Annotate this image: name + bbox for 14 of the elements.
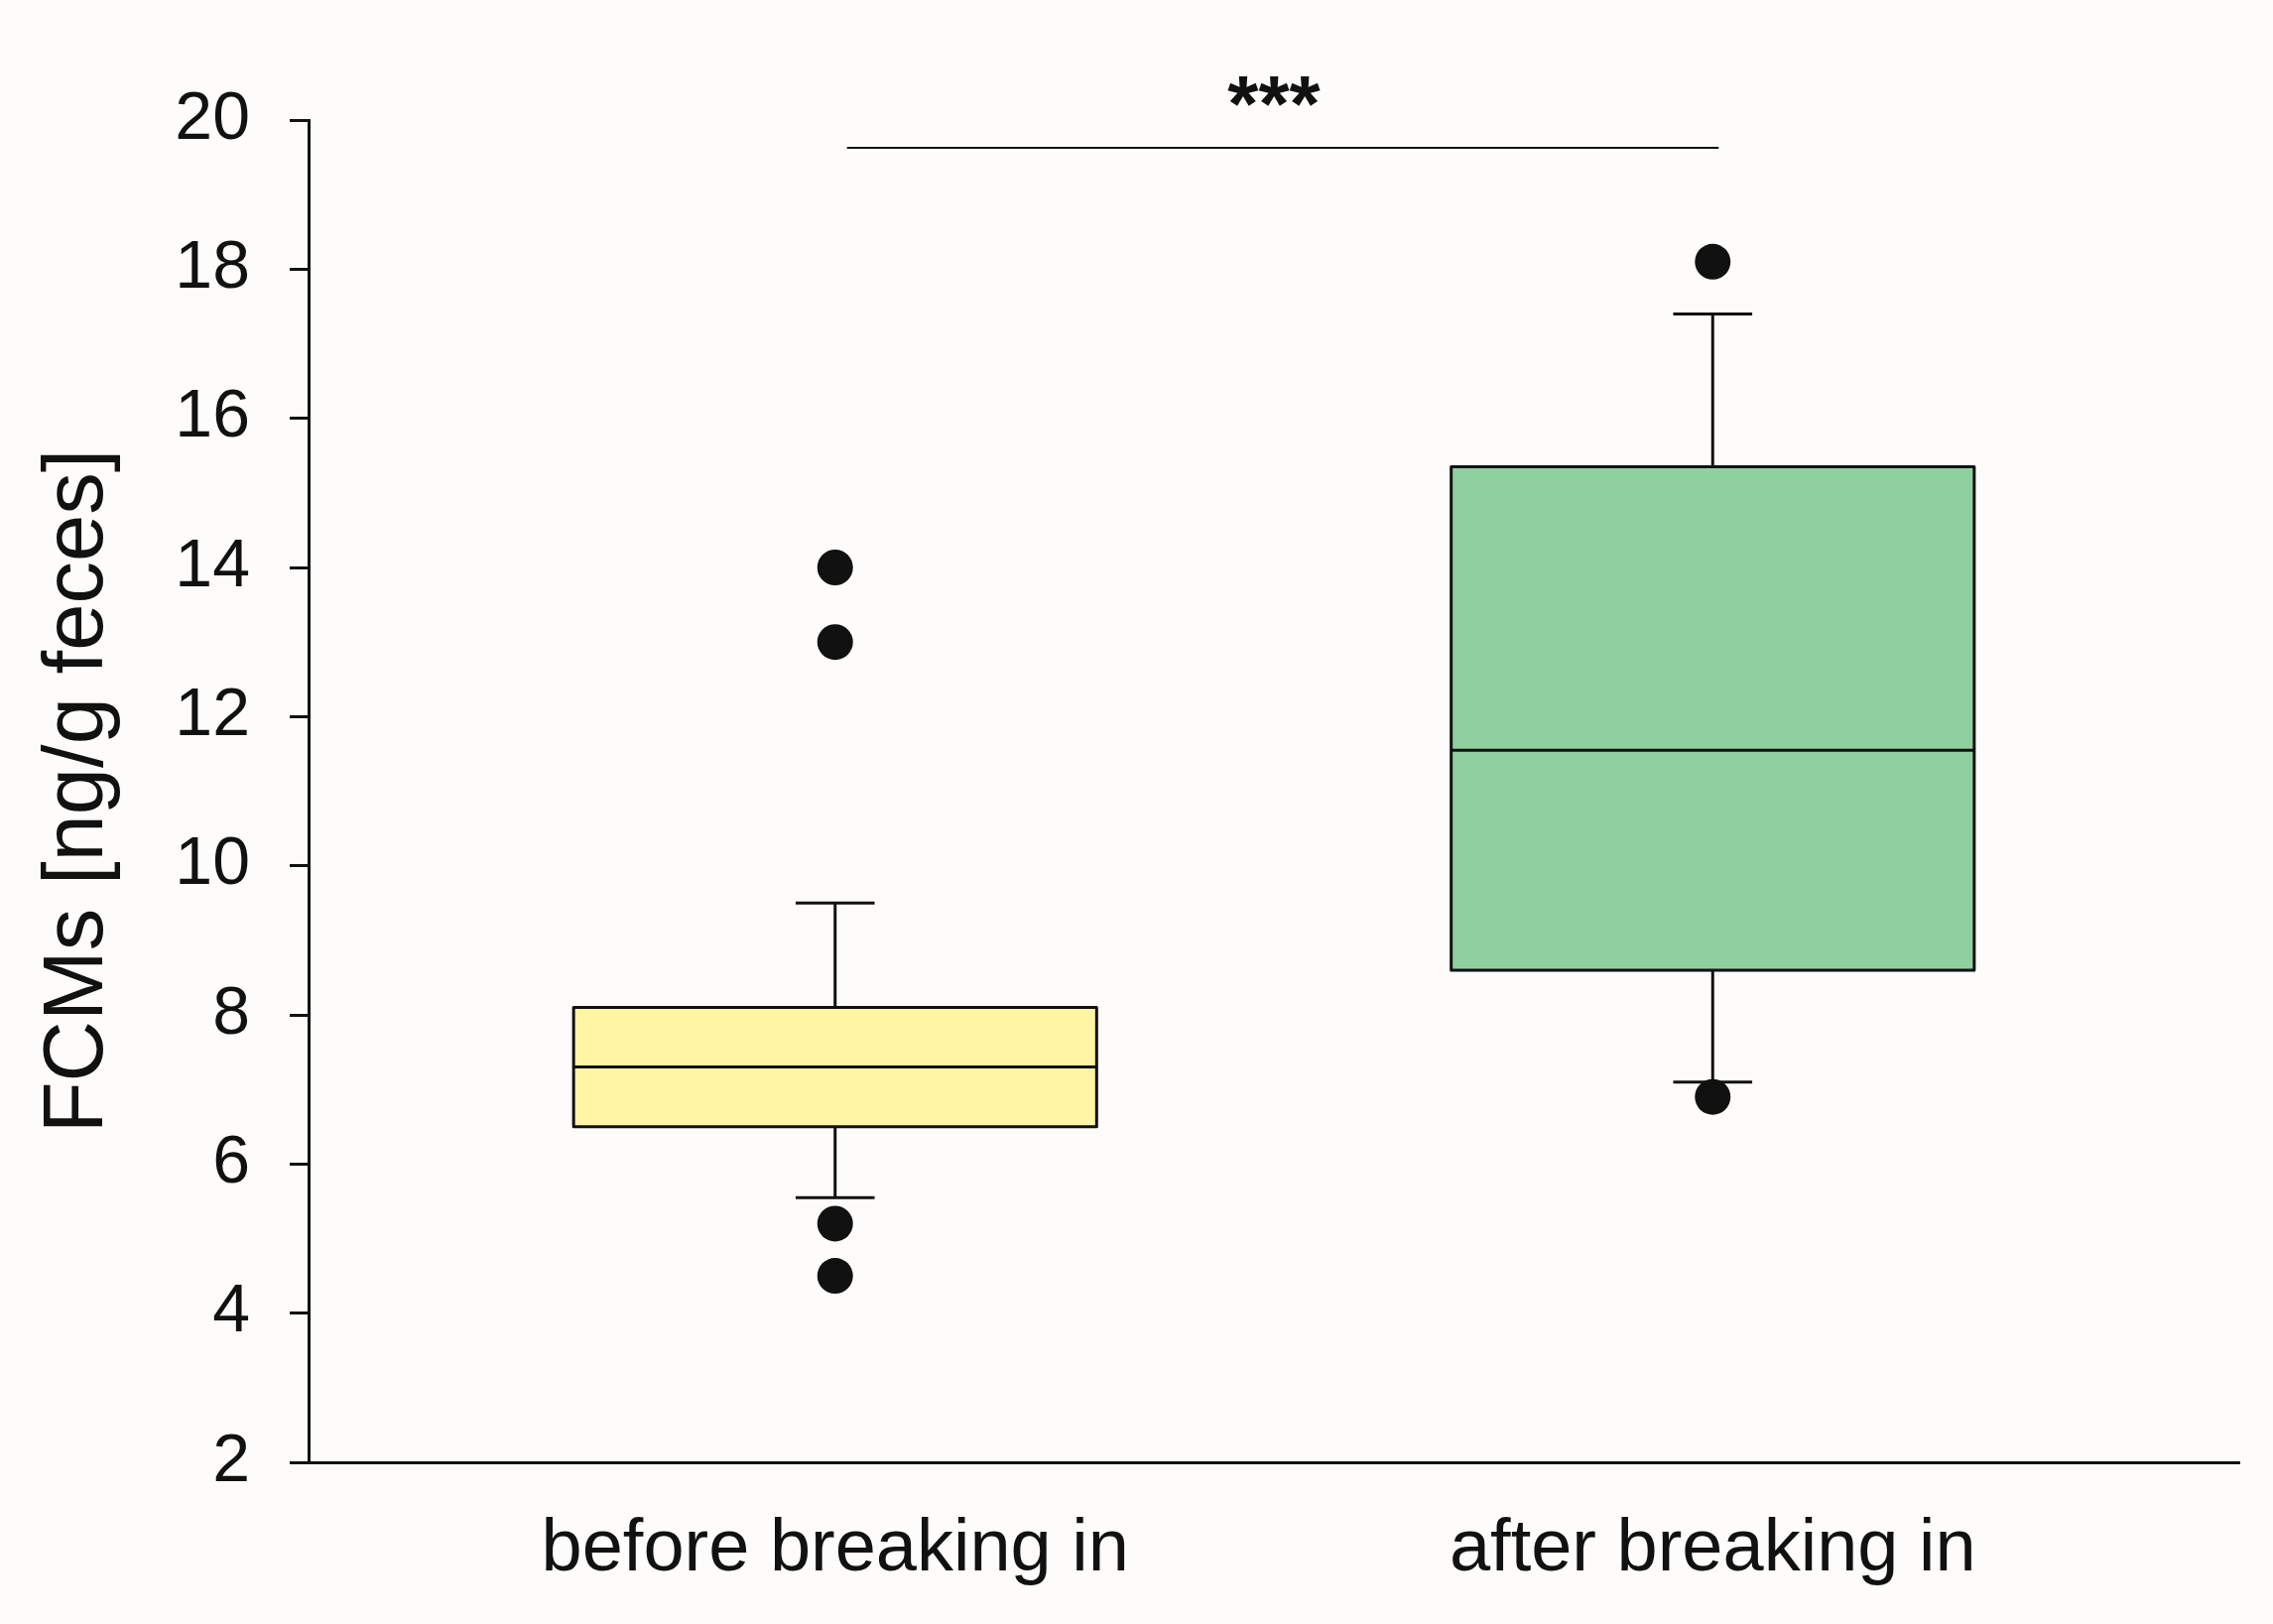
y-tick-label: 4 — [212, 1270, 250, 1346]
x-tick-label: after breaking in — [1449, 1503, 1976, 1586]
annotation: *** — [1227, 60, 1322, 148]
y-tick-label: 12 — [175, 674, 250, 750]
y-tick-label: 20 — [175, 76, 250, 153]
y-axis-title: FCMs [ng/g feces] — [26, 448, 121, 1134]
y-tick-label: 8 — [212, 971, 250, 1048]
y-tick-label: 18 — [175, 226, 250, 303]
x-tick-label: before breaking in — [541, 1503, 1129, 1586]
y-tick-label: 14 — [175, 524, 250, 600]
y-tick-label: 2 — [212, 1419, 250, 1495]
y-tick-label: 10 — [175, 822, 250, 899]
y-tick-label: 16 — [175, 375, 250, 451]
y-tick-label: 6 — [212, 1121, 250, 1197]
